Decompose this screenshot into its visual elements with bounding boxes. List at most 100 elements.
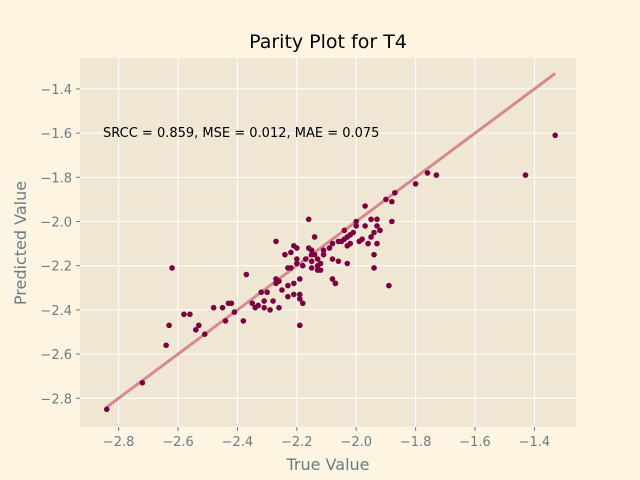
- data-point: [522, 172, 529, 178]
- y-tick-label: −2.0: [40, 216, 72, 231]
- data-point: [353, 223, 360, 229]
- data-point: [314, 256, 321, 262]
- data-point: [231, 309, 238, 315]
- data-point: [320, 247, 327, 254]
- data-point: [374, 223, 380, 229]
- data-point: [317, 260, 324, 267]
- data-point: [296, 322, 303, 329]
- x-tick-label: −2.6: [162, 435, 194, 450]
- data-point: [273, 238, 279, 245]
- data-point: [368, 216, 374, 223]
- data-point: [552, 132, 559, 139]
- data-point: [389, 218, 395, 225]
- data-point: [261, 298, 267, 304]
- data-point: [291, 280, 297, 287]
- data-point: [249, 300, 256, 307]
- x-tick-label: −2.8: [103, 435, 135, 450]
- y-tick-label: −1.4: [40, 83, 72, 98]
- data-point: [392, 189, 398, 196]
- x-tick-label: −1.6: [459, 435, 491, 450]
- chart-title: Parity Plot for T4: [249, 31, 407, 53]
- y-tick-label: −2.4: [40, 304, 72, 319]
- data-point: [412, 181, 419, 187]
- data-point: [424, 170, 431, 176]
- y-tick-label: −2.8: [40, 392, 72, 407]
- data-point: [329, 240, 336, 247]
- data-point: [335, 258, 342, 265]
- x-axis-label: True Value: [285, 455, 369, 474]
- data-point: [196, 322, 202, 329]
- data-point: [285, 282, 291, 289]
- data-point: [296, 296, 303, 302]
- data-point: [181, 311, 187, 318]
- grid-lines: [80, 58, 576, 427]
- data-point: [296, 291, 303, 298]
- data-point: [344, 260, 351, 267]
- x-tick-label: −1.4: [519, 435, 551, 450]
- data-point: [255, 302, 262, 309]
- data-point: [294, 256, 300, 262]
- data-point: [359, 236, 365, 242]
- data-point: [311, 234, 318, 240]
- data-point: [243, 271, 250, 278]
- x-tick-label: −2.0: [340, 435, 372, 450]
- data-point: [294, 245, 300, 251]
- data-point: [374, 216, 380, 223]
- data-point: [371, 265, 377, 271]
- data-point: [193, 326, 199, 333]
- data-point: [139, 380, 146, 386]
- data-point: [374, 240, 380, 247]
- data-point: [302, 256, 309, 262]
- data-point: [261, 304, 267, 311]
- y-tick-label: −1.8: [40, 171, 72, 186]
- data-point: [365, 240, 371, 247]
- data-point: [353, 218, 360, 225]
- data-point: [332, 280, 339, 287]
- data-point: [288, 265, 294, 271]
- data-point: [291, 291, 297, 298]
- data-point: [228, 300, 235, 307]
- data-point: [222, 318, 229, 324]
- data-point: [341, 227, 348, 234]
- data-point: [371, 229, 377, 236]
- data-point: [187, 311, 193, 318]
- x-tick-label: −2.4: [222, 435, 254, 450]
- data-point: [299, 300, 306, 307]
- y-axis-label: Predicted Value: [11, 181, 30, 305]
- data-point: [329, 276, 336, 282]
- y-tick-label: −1.6: [40, 127, 72, 142]
- data-point: [276, 304, 282, 311]
- data-point: [264, 289, 270, 296]
- data-point: [279, 287, 285, 293]
- data-point: [282, 251, 288, 258]
- data-point: [377, 227, 383, 234]
- data-point: [305, 216, 312, 223]
- y-tick-label: −2.6: [40, 348, 72, 363]
- data-point: [308, 258, 315, 265]
- data-point: [386, 282, 392, 289]
- data-point: [258, 289, 264, 296]
- data-point: [329, 256, 336, 262]
- data-point: [362, 223, 368, 229]
- y-tick-label: −2.2: [40, 260, 72, 275]
- data-points: [103, 132, 559, 413]
- data-point: [433, 172, 440, 178]
- data-point: [317, 267, 324, 273]
- data-point: [276, 278, 282, 284]
- data-point: [219, 304, 226, 311]
- x-tick-label: −2.2: [281, 435, 313, 450]
- data-point: [308, 265, 315, 271]
- data-point: [288, 249, 294, 256]
- data-point: [240, 318, 247, 324]
- data-point: [201, 331, 208, 337]
- data-point: [308, 247, 315, 254]
- data-point: [210, 304, 217, 311]
- data-point: [326, 245, 333, 251]
- data-point: [296, 276, 303, 282]
- x-tick-label: −1.8: [400, 435, 432, 450]
- data-point: [169, 265, 175, 271]
- data-point: [267, 307, 273, 313]
- data-point: [368, 234, 374, 240]
- data-point: [362, 203, 368, 209]
